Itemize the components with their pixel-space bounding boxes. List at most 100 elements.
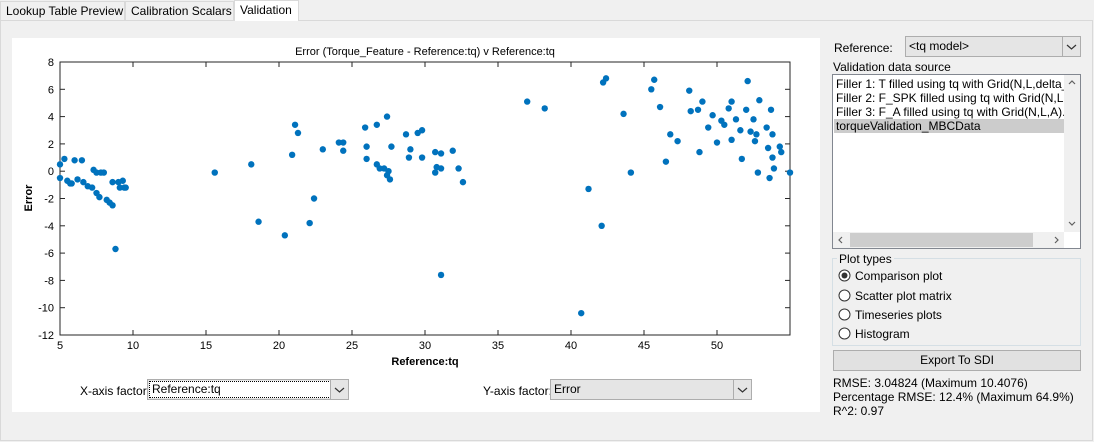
point (744, 77, 751, 85)
x-tick-label: 30 (419, 340, 431, 352)
point (310, 195, 318, 202)
y-tick-label: 2 (48, 139, 54, 151)
chart-panel (12, 38, 820, 412)
point (767, 106, 775, 113)
list-item[interactable]: Filler 1: T filled using tq with Grid(N,… (836, 77, 1066, 91)
point (728, 98, 735, 105)
point (770, 165, 778, 172)
horizontal-scrollbar[interactable] (833, 232, 1064, 248)
point (388, 143, 395, 150)
point (437, 150, 445, 157)
point (122, 184, 129, 191)
point (119, 177, 126, 184)
radio-label: Comparison plot (855, 269, 943, 283)
point (93, 169, 100, 176)
y-tick-label: -4 (44, 221, 54, 233)
point (306, 219, 313, 227)
x-tick-label: 20 (273, 340, 285, 352)
point (756, 97, 763, 104)
tab[interactable]: Lookup Table Preview (0, 1, 125, 20)
point (294, 129, 302, 137)
point (61, 155, 68, 163)
export-button[interactable]: Export To SDI (833, 350, 1081, 371)
point (288, 151, 296, 159)
point (319, 146, 326, 153)
x-tick-label: 45 (638, 340, 650, 352)
point (109, 202, 116, 209)
x-axis-label: Reference:tq (391, 356, 458, 368)
point (361, 124, 369, 131)
y-tick-label: 8 (48, 57, 54, 69)
point (694, 106, 702, 113)
point (763, 124, 770, 131)
y-tick-label: -6 (44, 248, 54, 260)
list-item[interactable]: Filler 3: F_A filled using tq with Grid(… (836, 105, 1066, 119)
y-tick-label: 4 (48, 112, 54, 124)
point (112, 245, 119, 253)
y-factor-label: Y-axis factor: (483, 384, 552, 398)
point (728, 136, 735, 144)
x-tick-label: 50 (711, 340, 723, 352)
point (281, 232, 289, 239)
point (96, 193, 103, 201)
point (786, 169, 794, 176)
list-item-selected[interactable]: torqueValidation_MBCData (834, 119, 1066, 133)
stat-line: R^2: 0.97 (833, 404, 884, 418)
point (71, 157, 78, 164)
plot-types-label: Plot types (837, 252, 894, 266)
point (211, 169, 218, 176)
stat-line: RMSE: 3.04824 (Maximum 10.4076) (833, 376, 1028, 390)
point (88, 184, 96, 191)
point (766, 174, 773, 182)
point (340, 147, 347, 154)
point (769, 131, 776, 138)
stat-line: Percentage RMSE: 12.4% (Maximum 64.9%) (833, 390, 1074, 404)
point (627, 169, 635, 176)
point (602, 75, 610, 82)
x-factor-dropdown[interactable]: Reference:tq (147, 379, 349, 400)
y-tick-label: 6 (48, 84, 54, 96)
point (74, 176, 81, 183)
vertical-scrollbar[interactable] (1064, 75, 1080, 232)
point (248, 161, 255, 168)
point (78, 157, 86, 164)
point (776, 143, 783, 150)
y-factor-dropdown[interactable]: Error (550, 379, 752, 400)
point (340, 139, 347, 146)
point (585, 185, 592, 193)
point (407, 146, 414, 153)
reference-value: <tq model> (909, 39, 970, 53)
source-listbox[interactable]: Filler 1: T filled using tq with Grid(N,… (832, 74, 1081, 249)
x-tick-label: 40 (565, 340, 577, 352)
point (437, 271, 445, 279)
tab-active[interactable]: Validation (234, 0, 299, 21)
point (696, 148, 703, 156)
point (335, 139, 343, 146)
point (725, 105, 732, 112)
point (56, 161, 64, 168)
point (674, 137, 681, 145)
chart-title: Error (Torque_Feature - Reference:tq) v … (295, 46, 555, 58)
point (376, 165, 383, 172)
point (751, 137, 759, 145)
reference-dropdown[interactable]: <tq model> (905, 36, 1081, 57)
point (405, 154, 413, 161)
point (648, 86, 655, 93)
point (68, 180, 75, 187)
x-tick-label: 25 (346, 340, 358, 352)
point (455, 165, 462, 172)
point (449, 147, 456, 154)
y-tick-label: 0 (48, 166, 54, 178)
point (738, 155, 746, 163)
point (459, 178, 467, 186)
point (255, 218, 262, 225)
point (437, 165, 445, 172)
tab[interactable]: Calibration Scalars (125, 1, 234, 20)
point (80, 178, 87, 186)
plot-types-group (832, 258, 1081, 346)
list-item[interactable]: Filler 2: F_SPK filled using tq with Gri… (836, 91, 1066, 105)
point (432, 169, 439, 176)
radio-label: Scatter plot matrix (855, 289, 952, 303)
y-tick-label: -2 (44, 194, 54, 206)
